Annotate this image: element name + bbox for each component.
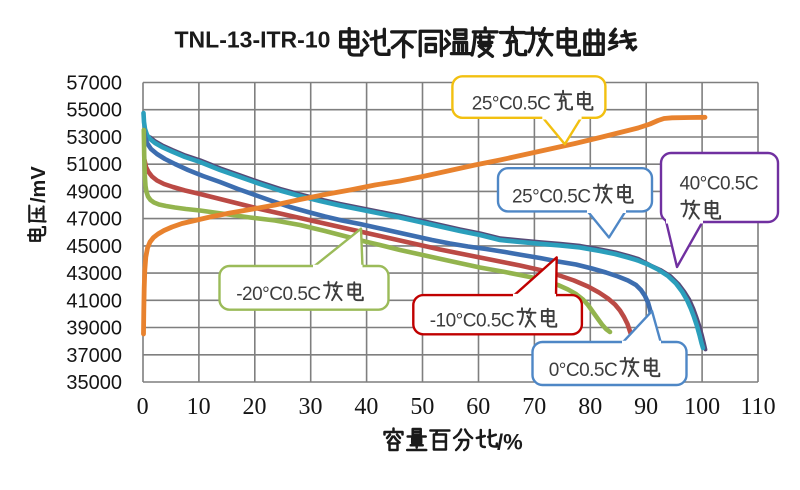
svg-text:20: 20 bbox=[243, 394, 267, 420]
svg-text:25°C0.5C: 25°C0.5C bbox=[512, 187, 591, 208]
svg-text:25°C0.5C: 25°C0.5C bbox=[472, 94, 551, 115]
svg-text:40°C0.5C: 40°C0.5C bbox=[680, 174, 759, 195]
svg-text:80: 80 bbox=[578, 394, 602, 420]
svg-text:90: 90 bbox=[634, 394, 658, 420]
svg-text:10: 10 bbox=[187, 394, 211, 420]
svg-text:53000: 53000 bbox=[66, 127, 122, 149]
svg-text:49000: 49000 bbox=[66, 181, 122, 203]
svg-text:110: 110 bbox=[741, 394, 776, 420]
svg-text:-20°C0.5C: -20°C0.5C bbox=[236, 284, 320, 305]
svg-text:55000: 55000 bbox=[66, 100, 122, 122]
svg-text:57000: 57000 bbox=[66, 73, 122, 95]
svg-text:/%: /% bbox=[497, 430, 523, 455]
svg-text:50: 50 bbox=[410, 394, 434, 420]
svg-text:0: 0 bbox=[137, 394, 149, 420]
svg-text:100: 100 bbox=[684, 394, 720, 420]
svg-text:43000: 43000 bbox=[66, 263, 122, 285]
svg-text:70: 70 bbox=[522, 394, 546, 420]
svg-text:TNL-13-ITR-10: TNL-13-ITR-10 bbox=[175, 27, 331, 53]
svg-text:37000: 37000 bbox=[66, 345, 122, 367]
svg-text:60: 60 bbox=[466, 394, 490, 420]
svg-text:/mV: /mV bbox=[28, 166, 50, 203]
svg-text:41000: 41000 bbox=[66, 290, 122, 312]
svg-text:40: 40 bbox=[354, 394, 378, 420]
svg-text:35000: 35000 bbox=[66, 372, 122, 394]
svg-text:47000: 47000 bbox=[66, 209, 122, 231]
svg-text:51000: 51000 bbox=[66, 154, 122, 176]
svg-text:45000: 45000 bbox=[66, 236, 122, 258]
svg-text:0°C0.5C: 0°C0.5C bbox=[549, 360, 618, 381]
svg-text:39000: 39000 bbox=[66, 318, 122, 340]
svg-text:30: 30 bbox=[299, 394, 323, 420]
svg-text:-10°C0.5C: -10°C0.5C bbox=[430, 311, 514, 332]
